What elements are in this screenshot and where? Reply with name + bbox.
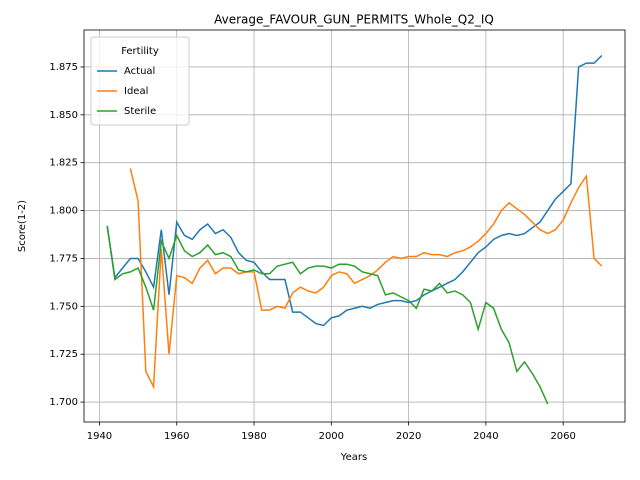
x-tick-label: 2020 <box>396 431 421 442</box>
x-tick-label: 1940 <box>87 431 112 442</box>
y-tick-label: 1.700 <box>49 397 78 408</box>
y-tick-label: 1.775 <box>49 253 78 264</box>
series-line <box>106 54 603 327</box>
y-tick-label: 1.725 <box>49 349 78 360</box>
legend-box <box>90 36 190 126</box>
x-tick-label: 2040 <box>473 431 498 442</box>
x-tick-label: 2000 <box>319 431 344 442</box>
x-tick-label: 1980 <box>241 431 266 442</box>
series-line <box>106 225 549 405</box>
legend-label: Ideal <box>124 86 148 97</box>
legend-title: Fertility <box>121 46 159 57</box>
legend-label: Sterile <box>124 106 156 117</box>
series-line <box>129 168 603 390</box>
y-tick-label: 1.800 <box>49 206 78 217</box>
x-axis-label: Years <box>340 452 367 463</box>
y-tick-label: 1.875 <box>49 62 78 73</box>
chart-title: Average_FAVOUR_GUN_PERMITS_Whole_Q2_IQ <box>214 13 494 27</box>
y-tick-label: 1.750 <box>49 301 78 312</box>
y-tick-label: 1.825 <box>49 158 78 169</box>
y-tick-label: 1.850 <box>49 110 78 121</box>
x-tick-label: 1960 <box>164 431 189 442</box>
x-tick-label: 2060 <box>550 431 575 442</box>
legend-label: Actual <box>124 66 155 77</box>
y-axis-label: Score(1-2) <box>17 200 28 252</box>
plot-frame <box>83 29 626 423</box>
